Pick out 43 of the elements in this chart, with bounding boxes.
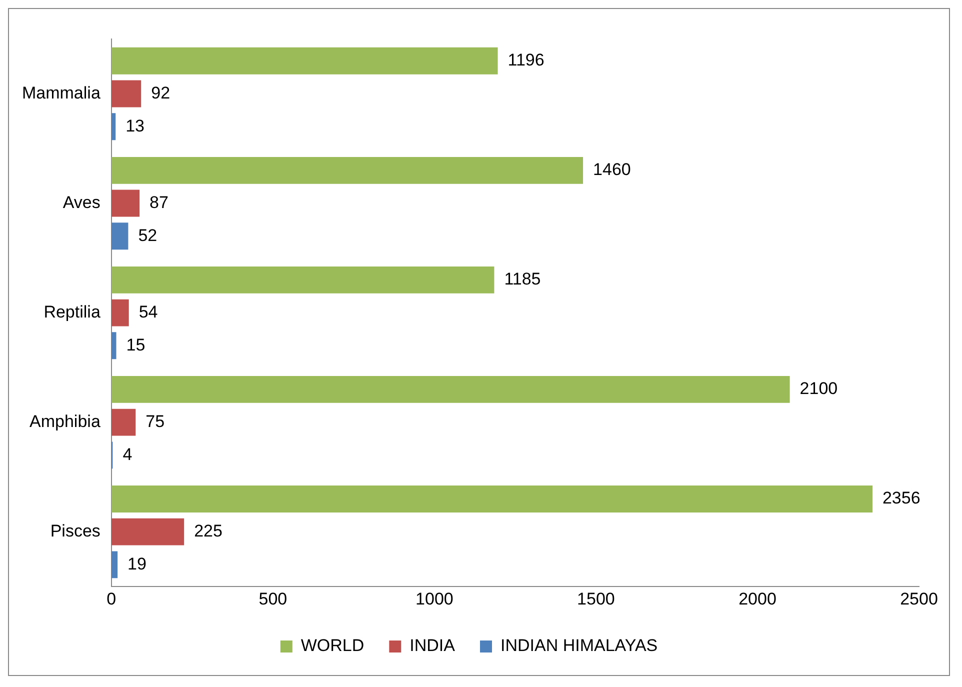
x-tick-label: 2500 xyxy=(900,589,938,608)
bar xyxy=(111,156,584,184)
data-label: 1196 xyxy=(508,50,544,70)
data-label: 4 xyxy=(122,444,132,464)
bar xyxy=(111,190,140,217)
x-tick-label: 0 xyxy=(106,589,116,608)
y-tick-label: Aves xyxy=(62,192,100,212)
data-label: 52 xyxy=(138,226,158,245)
y-tick-label: Mammalia xyxy=(22,83,101,102)
bar xyxy=(111,332,116,360)
bar xyxy=(111,376,790,403)
bar xyxy=(111,113,116,140)
bar xyxy=(111,486,872,512)
data-label: 1460 xyxy=(593,160,631,180)
data-label: 87 xyxy=(150,192,168,212)
data-label: 54 xyxy=(138,302,158,322)
data-label: 1185 xyxy=(504,270,541,289)
bar xyxy=(111,80,142,108)
bar xyxy=(111,518,184,546)
legend-label: INDIA xyxy=(410,636,456,656)
x-tick-label: 500 xyxy=(258,589,288,608)
data-label: 19 xyxy=(128,554,146,574)
bar xyxy=(111,266,494,294)
bar xyxy=(111,408,136,436)
data-label: 15 xyxy=(126,335,146,354)
x-tick-label: 1000 xyxy=(416,589,454,608)
data-label: 2356 xyxy=(882,488,920,508)
data-label: 92 xyxy=(151,83,170,102)
x-tick-label: 2000 xyxy=(738,589,776,608)
y-tick-label: Amphibia xyxy=(30,412,101,432)
bar xyxy=(111,299,129,326)
x-tick-label: 1500 xyxy=(577,589,615,608)
y-tick-label: Reptilia xyxy=(44,302,101,322)
legend-label: WORLD xyxy=(300,636,364,656)
data-label: 225 xyxy=(194,522,222,541)
bar xyxy=(111,222,128,250)
data-label: 75 xyxy=(146,412,165,432)
data-label: 13 xyxy=(126,116,145,136)
legend-label: INDIAN HIMALAYAS xyxy=(500,636,658,656)
data-label: 2100 xyxy=(800,379,838,398)
y-tick-label: Pisces xyxy=(50,522,100,541)
bar xyxy=(111,47,498,74)
bar xyxy=(111,551,118,578)
